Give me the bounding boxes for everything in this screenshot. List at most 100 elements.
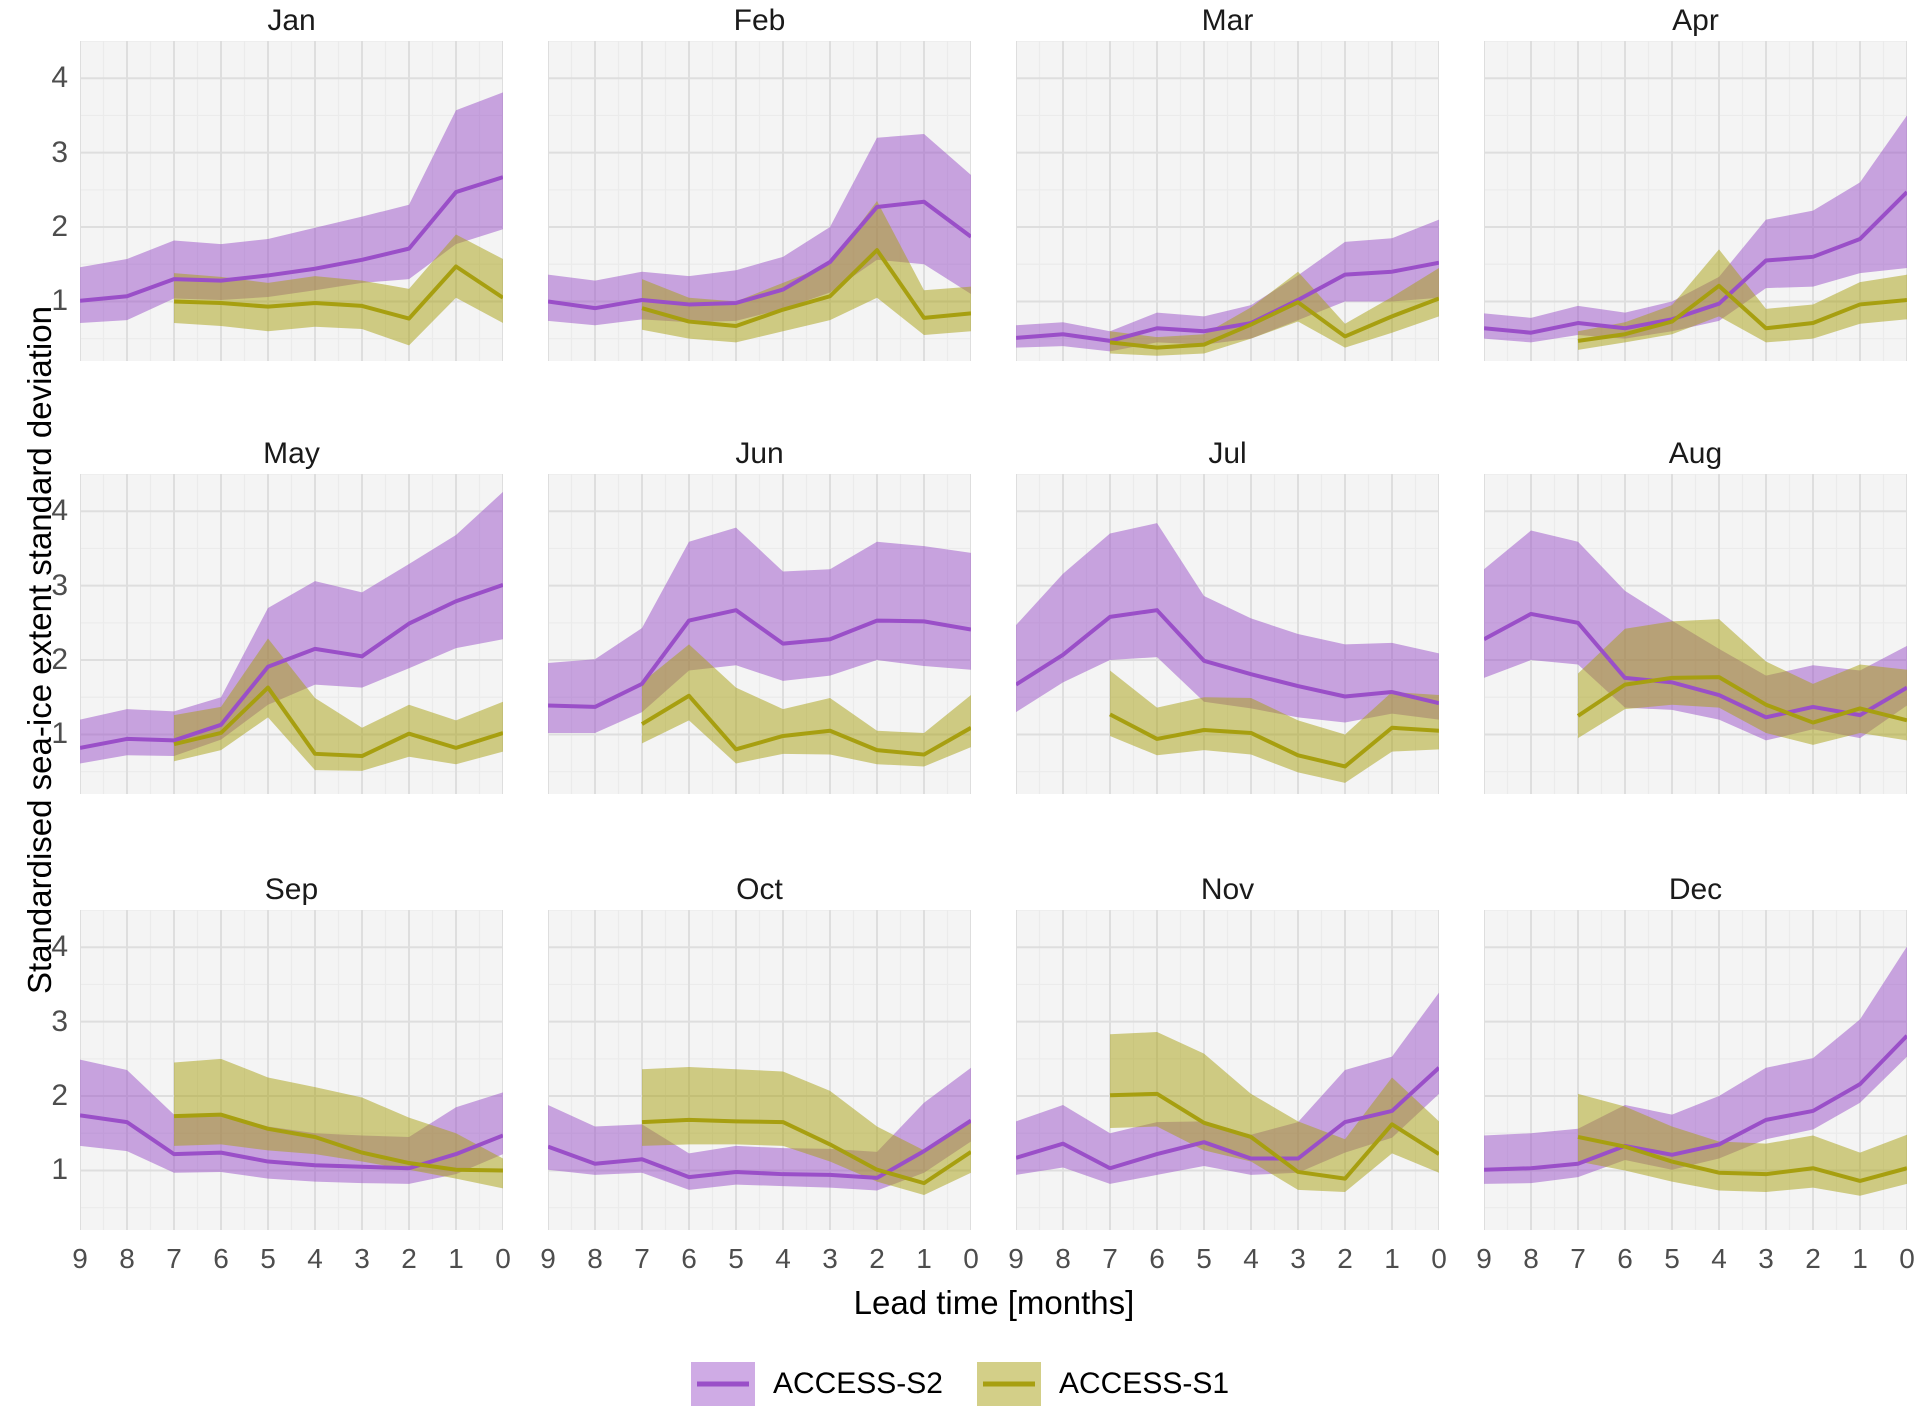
x-tick-label: 4: [307, 1243, 323, 1274]
y-tick-label: 2: [51, 1079, 68, 1113]
facet-panel-jun: [548, 474, 971, 794]
access-s2-line: [80, 1113, 503, 1171]
access-s1-line: [641, 248, 971, 329]
x-tick-label: 4: [775, 1243, 791, 1274]
facet-panel-jan: [80, 41, 503, 361]
x-tick-label: 2: [401, 1243, 417, 1274]
y-tick-label: 3: [51, 1004, 68, 1038]
access-s2-line: [1484, 611, 1907, 720]
x-tick-label: 6: [1617, 1243, 1633, 1274]
access-s2-line: [1016, 260, 1439, 343]
x-tick-label: 7: [166, 1243, 182, 1274]
y-tick-label: 2: [51, 643, 68, 677]
access-s2-line: [548, 199, 971, 311]
x-tick-label: 1: [448, 1243, 464, 1274]
x-tick-label: 8: [1055, 1243, 1071, 1274]
facet-title-mar: Mar: [1201, 4, 1254, 37]
y-tick-label: 4: [51, 930, 68, 964]
y-tick-label: 1: [51, 284, 68, 318]
facet-title-feb: Feb: [733, 4, 786, 37]
x-tick-label: 9: [540, 1243, 556, 1274]
x-tick-label: 1: [916, 1243, 932, 1274]
access-s1-ribbon: [174, 1058, 503, 1189]
facet-title-jul: Jul: [1208, 437, 1247, 470]
x-tick-label: 5: [260, 1243, 276, 1274]
y-tick-label: 3: [51, 135, 68, 169]
access-s2-ribbon: [1016, 523, 1439, 723]
x-tick-label: 8: [587, 1243, 603, 1274]
facet-title-oct: Oct: [736, 873, 783, 906]
legend-item-access-s1: ACCESS-S1: [977, 1362, 1229, 1406]
x-tick-label: 3: [354, 1243, 370, 1274]
x-tick-label: 8: [119, 1243, 135, 1274]
x-tick-label: 3: [1758, 1243, 1774, 1274]
x-tick-label: 8: [1523, 1243, 1539, 1274]
access-s1-ribbon: [642, 1067, 971, 1196]
access-s1-line: [641, 1117, 971, 1186]
x-tick-label: 5: [728, 1243, 744, 1274]
x-tick-label: 0: [963, 1243, 979, 1274]
x-tick-label: 0: [1899, 1243, 1915, 1274]
x-tick-label: 9: [1476, 1243, 1492, 1274]
access-s2-ribbon: [80, 92, 503, 324]
facet-panel-dec: [1484, 910, 1907, 1230]
access-s1-line: [1109, 296, 1439, 350]
access-s1-line: [1109, 1091, 1439, 1181]
legend-line-swatch-s1: [983, 1381, 1035, 1387]
access-s1-ribbon: [1110, 1032, 1439, 1193]
access-s2-line: [548, 1118, 971, 1180]
facet-title-nov: Nov: [1200, 873, 1255, 906]
x-tick-label: 2: [869, 1243, 885, 1274]
access-s1-line: [173, 685, 503, 759]
y-tick-label: 2: [51, 210, 68, 244]
legend-line-swatch-s2: [696, 1381, 749, 1387]
x-tick-label: 9: [72, 1243, 88, 1274]
y-tick-label: 4: [51, 61, 68, 95]
facet-panel-apr: [1484, 41, 1907, 361]
access-s2-line: [1016, 608, 1439, 706]
access-s2-line: [80, 582, 503, 750]
legend-label: ACCESS-S2: [772, 1367, 943, 1400]
facet-title-jan: Jan: [267, 4, 316, 37]
facet-title-may: May: [263, 437, 320, 470]
facet-panel-aug: [1484, 474, 1907, 794]
x-tick-label: 3: [1290, 1243, 1306, 1274]
x-tick-label: 6: [681, 1243, 697, 1274]
access-s2-line: [80, 175, 503, 303]
facet-title-apr: Apr: [1672, 4, 1719, 37]
facet-panel-may: [80, 474, 503, 794]
facet-title-sep: Sep: [264, 873, 319, 906]
facet-panel-jul: [1016, 474, 1439, 794]
facet-panel-oct: [548, 910, 971, 1230]
x-tick-label: 2: [1805, 1243, 1821, 1274]
legend-key-access-s2: [690, 1362, 755, 1406]
x-tick-label: 3: [822, 1243, 838, 1274]
x-tick-label: 6: [1149, 1243, 1165, 1274]
x-tick-label: 5: [1664, 1243, 1680, 1274]
x-tick-label: 2: [1337, 1243, 1353, 1274]
x-axis-title: Lead time [months]: [853, 1284, 1135, 1321]
access-s2-ribbon: [548, 134, 971, 326]
facet-panel-mar: [1016, 41, 1439, 361]
facet-title-aug: Aug: [1668, 437, 1723, 470]
access-s1-line: [1577, 283, 1907, 343]
x-tick-label: 4: [1711, 1243, 1727, 1274]
facet-panel-sep: [80, 910, 503, 1230]
access-s2-line: [548, 608, 971, 709]
access-s1-line: [1109, 712, 1439, 769]
legend-key-access-s1: [977, 1362, 1041, 1406]
y-tick-label: 1: [51, 717, 68, 751]
x-tick-label: 7: [1570, 1243, 1586, 1274]
access-s2-ribbon: [80, 491, 503, 764]
access-s1-ribbon: [174, 234, 503, 346]
facet-panel-feb: [548, 41, 971, 361]
x-tick-label: 1: [1852, 1243, 1868, 1274]
x-tick-label: 9: [1008, 1243, 1024, 1274]
access-s1-line: [1576, 675, 1907, 725]
x-tick-label: 4: [1243, 1243, 1259, 1274]
access-s2-ribbon: [1016, 219, 1439, 352]
y-tick-label: 1: [51, 1153, 68, 1187]
legend-item-access-s2: ACCESS-S2: [690, 1362, 943, 1406]
access-s1-line: [640, 693, 971, 757]
